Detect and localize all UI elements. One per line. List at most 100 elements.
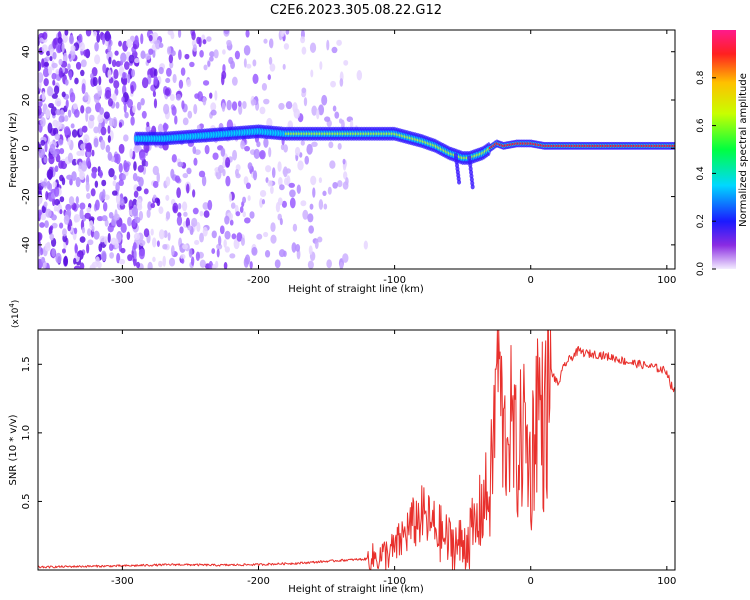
snr-scale-suffix: ) xyxy=(11,300,21,304)
spectrogram-noise-blob xyxy=(202,226,208,237)
spectrogram-noise-blob xyxy=(85,142,92,153)
spectrogram-noise-blob xyxy=(339,261,344,269)
spectrogram-noise-blob xyxy=(86,192,91,200)
spectrogram-noise-blob xyxy=(318,177,323,184)
spectrogram-noise-blob xyxy=(108,243,114,252)
spectrogram-noise-blob xyxy=(100,126,107,136)
spectrogram-noise-blob xyxy=(209,92,213,99)
spectrogram-noise-blob xyxy=(144,53,151,60)
page-title: C2E6.2023.305.08.22.G12 xyxy=(270,3,442,18)
spectrogram-noise-blob xyxy=(99,107,104,115)
spectrogram-noise-blob xyxy=(49,233,55,241)
spectrogram-noise-blob xyxy=(202,80,210,86)
spectrogram-noise-blob xyxy=(46,180,51,190)
spectrogram-noise-blob xyxy=(282,166,288,178)
spectrogram-x-axis-label: Height of straight line (km) xyxy=(288,284,424,295)
snr-y-tick-label: 0.5 xyxy=(21,493,32,509)
spectrogram-noise-blob xyxy=(137,164,144,173)
spectrogram-noise-blob xyxy=(207,60,211,67)
spectrogram-noise-blob xyxy=(264,250,271,258)
spectrogram-noise-blob xyxy=(38,105,42,116)
spectrogram-noise-blob xyxy=(239,206,244,213)
spectrogram-noise-blob xyxy=(38,249,41,257)
spectrogram-noise-blob xyxy=(118,162,123,173)
spectrogram-noise-blob xyxy=(196,222,201,233)
spectrogram-noise-blob xyxy=(43,61,50,67)
spectrogram-noise-blob xyxy=(192,146,197,155)
spectrogram-noise-blob xyxy=(127,254,133,262)
spectrogram-noise-blob xyxy=(165,77,171,84)
spectrogram-noise-blob xyxy=(332,181,338,189)
spectrogram-noise-blob xyxy=(189,61,195,68)
spectrogram-noise-blob xyxy=(363,240,368,250)
spectrogram-noise-blob xyxy=(250,99,257,106)
spectrogram-noise-blob xyxy=(146,121,150,127)
spectrogram-noise-blob xyxy=(68,70,73,81)
spectrogram-noise-blob xyxy=(170,245,175,256)
spectrogram-noise-blob xyxy=(63,214,70,225)
spectrogram-noise-blob xyxy=(112,116,118,128)
spectrogram-noise-blob xyxy=(66,174,73,180)
spectrogram-noise-blob xyxy=(156,172,160,183)
spectrogram-noise-blob xyxy=(43,156,48,164)
spectrogram-noise-blob xyxy=(202,96,207,106)
spectrogram-noise-blob xyxy=(132,105,136,113)
snr-plot-area xyxy=(38,330,675,570)
spectrogram-noise-blob xyxy=(175,93,182,101)
spectrogram-noise-blob xyxy=(252,170,258,181)
spectrogram-noise-blob xyxy=(103,111,110,119)
spectrogram-noise-blob xyxy=(222,49,226,55)
spectrogram-noise-blob xyxy=(80,69,85,77)
spectrogram-noise-blob xyxy=(156,198,161,207)
spectrogram-noise-blob xyxy=(187,110,193,119)
spectrogram-noise-blob xyxy=(222,63,226,73)
spectrogram-noise-blob xyxy=(69,92,76,103)
spectrogram-noise-blob xyxy=(224,246,230,253)
spectrogram-noise-blob xyxy=(162,243,168,250)
spectrogram-noise-blob xyxy=(145,160,149,167)
spectrogram-noise-blob xyxy=(234,168,239,177)
spectrogram-noise-blob xyxy=(157,123,164,133)
spectrogram-noise-blob xyxy=(212,152,219,160)
spectrogram-noise-blob xyxy=(194,93,200,99)
spectrogram-noise-blob xyxy=(93,30,98,37)
colorbar-tick-label: 0.4 xyxy=(696,166,706,181)
spectrogram-noise-blob xyxy=(42,32,48,40)
spectrogram-noise-blob xyxy=(84,212,91,219)
spectrogram-noise-blob xyxy=(165,176,171,187)
spectrogram-noise-blob xyxy=(49,55,53,62)
spectrogram-noise-blob xyxy=(114,238,119,249)
spectrogram-noise-blob xyxy=(234,50,240,60)
spectrogram-noise-blob xyxy=(191,31,196,41)
spectrogram-noise-blob xyxy=(104,194,110,201)
spectrogram-noise-blob xyxy=(58,58,63,66)
spectrogram-noise-blob xyxy=(243,45,251,56)
spectrogram-noise-blob xyxy=(269,63,276,72)
spectrogram-noise-blob xyxy=(93,126,99,134)
spectrogram-noise-blob xyxy=(98,76,102,86)
spectrogram-noise-blob xyxy=(155,39,161,50)
spectrogram-noise-blob xyxy=(308,225,314,234)
spectrogram-noise-blob xyxy=(270,234,277,244)
spectrogram-noise-blob xyxy=(86,243,90,254)
spectrogram-noise-blob xyxy=(158,229,165,240)
spectrogram-noise-blob xyxy=(259,189,267,197)
spectrogram-noise-blob xyxy=(326,39,330,51)
spectrogram-noise-blob xyxy=(54,133,61,140)
spectrogram-noise-blob xyxy=(107,69,112,80)
spectrogram-noise-blob xyxy=(164,88,171,96)
spectrogram-noise-blob xyxy=(134,216,141,224)
spectrogram-noise-blob xyxy=(105,144,111,153)
spectrogram-noise-blob xyxy=(111,59,117,68)
spectrogram-noise-blob xyxy=(170,31,175,40)
spectrogram-noise-blob xyxy=(139,239,146,247)
spectrogram-noise-blob xyxy=(74,77,79,85)
spectrogram-noise-blob xyxy=(104,219,109,227)
spectrogram-noise-blob xyxy=(42,67,50,78)
spectrogram-noise-blob xyxy=(143,228,150,238)
spectrogram-x-tick-label: -100 xyxy=(383,275,406,286)
spectrogram-noise-blob xyxy=(102,63,107,74)
spectrogram-noise-blob xyxy=(123,162,130,173)
spectrogram-noise-blob xyxy=(38,147,46,159)
spectrogram-noise-blob xyxy=(274,259,281,269)
